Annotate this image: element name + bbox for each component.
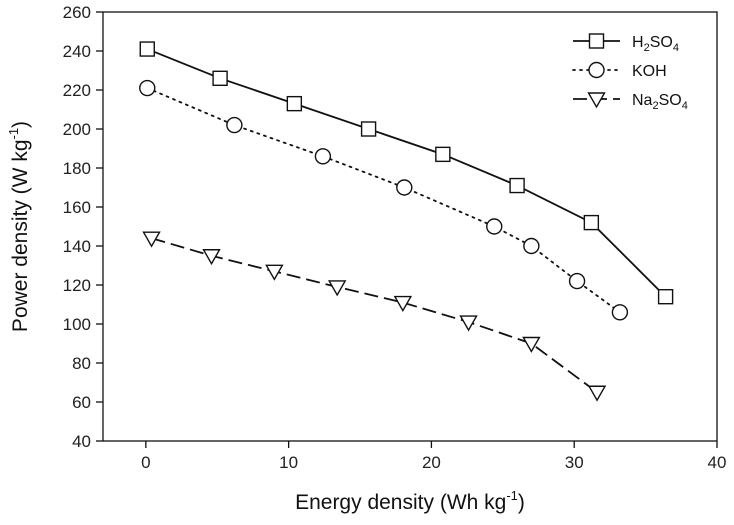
data-point: [360, 121, 377, 137]
data-point: [522, 336, 541, 353]
legend-label: KOH: [632, 63, 667, 80]
data-point: [611, 304, 629, 321]
data-point: [657, 289, 674, 305]
data-point: [396, 179, 413, 196]
legend-label: H2SO4: [632, 34, 679, 54]
legend-marker: [587, 92, 606, 109]
legend: H2SO4 KOH Na2SO4: [572, 33, 688, 112]
y-axis-title: Power density (W kg-1): [6, 121, 32, 332]
y-tick-label: 220: [63, 81, 91, 100]
y-tick-label: 240: [63, 42, 91, 61]
legend-marker: [588, 33, 605, 49]
x-tick-label: 30: [565, 453, 584, 472]
x-tick-label: 40: [708, 453, 727, 472]
data-point: [459, 315, 478, 332]
series-na2so4: [142, 231, 607, 402]
x-tick-label: 0: [141, 453, 150, 472]
x-tick-label: 20: [422, 453, 441, 472]
y-tick-label: 140: [63, 237, 91, 256]
data-point: [523, 237, 540, 255]
x-axis-title: Energy density (Wh kg-1): [295, 488, 525, 514]
legend-marker: [588, 61, 605, 79]
legend-label: Na2SO4: [632, 92, 688, 112]
data-point: [142, 231, 161, 248]
data-point: [435, 146, 451, 163]
axes: 0 10 20 30 40 40 60 80 100 120 140 160 180 200 220 240 2…: [63, 3, 727, 472]
y-tick-label: 100: [63, 315, 91, 334]
series-line: [146, 48, 667, 298]
x-tick-label: 10: [279, 453, 298, 472]
y-tick-label: 200: [63, 120, 91, 139]
y-tick-label: 120: [63, 276, 91, 295]
data-point: [486, 218, 503, 235]
y-tick-label: 40: [72, 432, 91, 451]
series-line: [146, 87, 621, 314]
data-point: [587, 385, 607, 402]
data-point: [265, 264, 284, 281]
legend-item-koh: KOH: [572, 61, 667, 80]
data-point: [139, 41, 155, 57]
data-point: [509, 177, 525, 194]
series-line: [151, 237, 598, 393]
plot-frame: [102, 11, 718, 442]
data-point: [139, 79, 156, 97]
data-point: [226, 116, 243, 134]
y-tick-label: 160: [63, 198, 91, 217]
data-point: [393, 295, 413, 312]
data-point: [286, 95, 303, 112]
y-tick-label: 180: [63, 159, 91, 178]
series-h2so4: [139, 41, 674, 305]
y-tick-label: 60: [72, 393, 91, 412]
series-layer: [139, 41, 674, 402]
data-point: [568, 272, 586, 290]
data-point: [327, 280, 347, 297]
data-point: [583, 214, 600, 231]
y-tick-label: 80: [72, 354, 91, 373]
legend-item-h2so4: H2SO4: [573, 33, 679, 54]
data-point: [314, 148, 332, 165]
data-point: [202, 249, 221, 266]
legend-item-na2so4: Na2SO4: [573, 92, 688, 112]
series-koh: [139, 79, 629, 321]
y-tick-label: 260: [63, 3, 91, 22]
data-point: [212, 70, 228, 87]
